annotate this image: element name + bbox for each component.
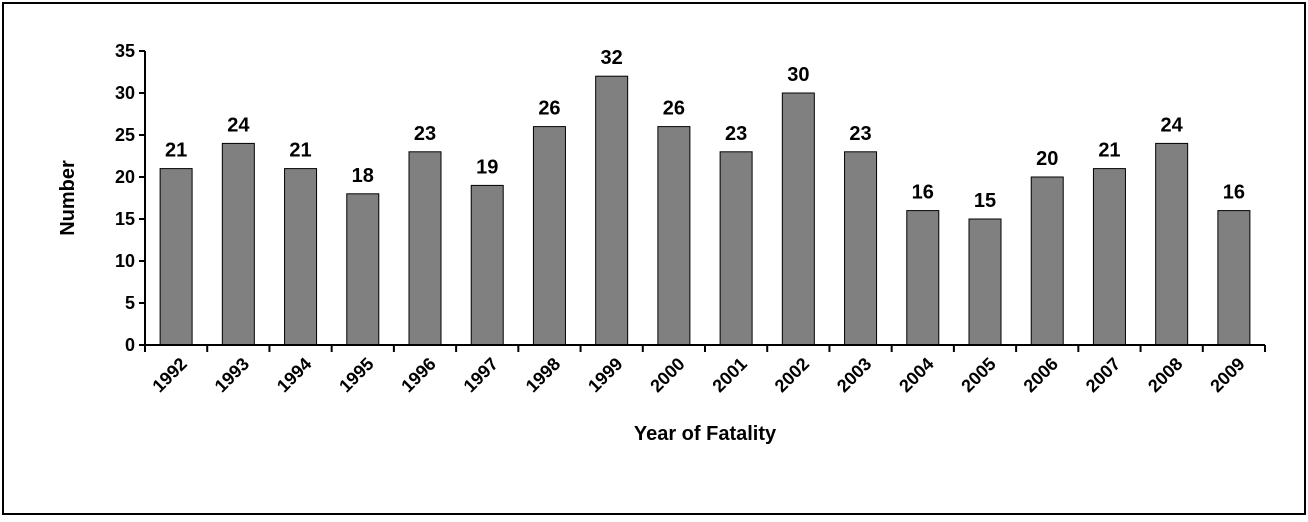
value-label: 24 [1161,114,1184,136]
value-label: 18 [352,165,374,187]
bar [532,126,566,346]
value-label: 23 [849,123,871,145]
bar [221,142,255,346]
bar [408,151,442,346]
y-tick-label: 20 [115,167,135,187]
y-tick-label: 25 [115,125,135,145]
bar [781,92,815,346]
bar [1030,176,1064,346]
bar [1217,210,1251,346]
x-axis-title: Year of Fatality [634,423,777,445]
value-label: 16 [1223,182,1245,204]
bar [470,184,504,346]
bar [657,126,691,346]
y-axis-title: Number [57,160,79,236]
value-label: 26 [538,98,560,120]
value-label: 23 [725,123,747,145]
value-label: 26 [663,98,685,120]
value-label: 21 [1098,140,1120,162]
y-tick-label: 35 [115,41,135,61]
bar [284,168,318,346]
value-label: 21 [165,140,187,162]
bar [1155,142,1189,346]
y-tick-label: 0 [125,335,135,355]
value-label: 15 [974,190,996,212]
value-label: 19 [476,156,498,178]
bar [968,218,1002,346]
y-tick-label: 30 [115,83,135,103]
value-label: 20 [1036,148,1058,170]
value-label: 23 [414,123,436,145]
bar [719,151,753,346]
value-label: 24 [227,114,250,136]
bar [906,210,940,346]
y-tick-label: 15 [115,209,135,229]
value-label: 16 [912,182,934,204]
y-tick-label: 10 [115,251,135,271]
bar [595,75,629,346]
value-label: 32 [601,47,623,69]
bar [1092,168,1126,346]
bar [844,151,878,346]
y-tick-label: 5 [125,293,135,313]
bar [159,168,193,346]
value-label: 21 [289,140,311,162]
bar [346,193,380,346]
value-label: 30 [787,64,809,86]
chart-frame [2,2,1306,515]
